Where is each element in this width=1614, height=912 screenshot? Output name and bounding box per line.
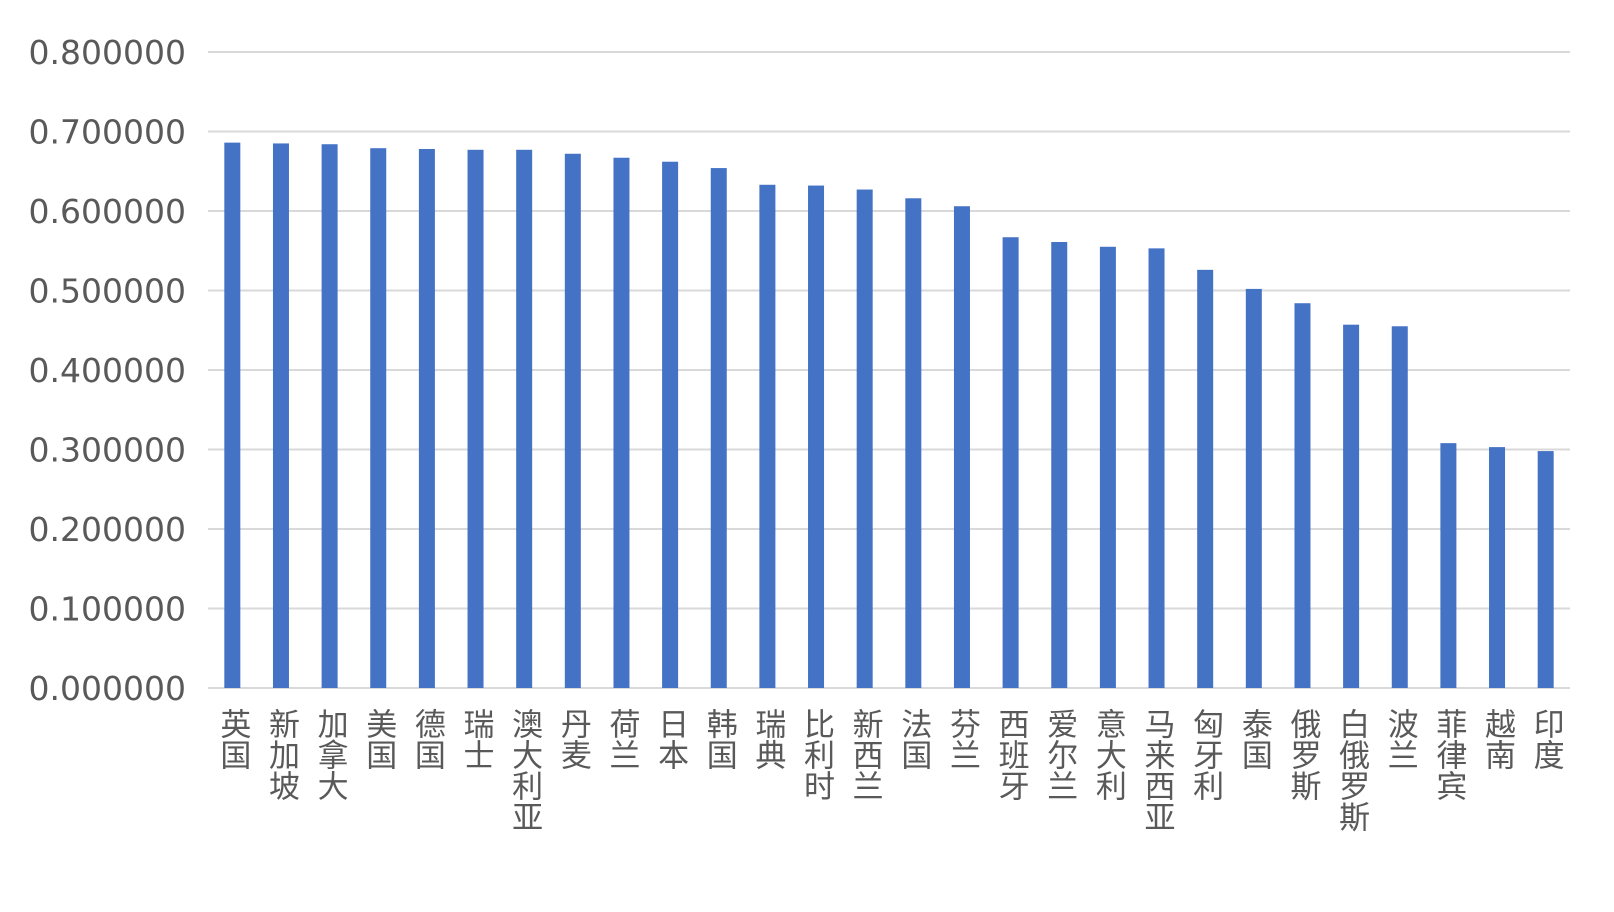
bar: [370, 148, 387, 688]
x-axis: 英国 新加坡 加拿大 美国 德国 瑞士 澳大利亚 丹麦 荷兰 日本 韩国 瑞典 比利时 新西兰 法国 芬兰 西班…: [214, 708, 1563, 832]
x-tick-label: 加拿大: [312, 708, 349, 801]
y-axis: 0.000000 0.100000 0.200000 0.300000 0.400000…: [29, 33, 186, 708]
bar: [710, 168, 727, 688]
bar: [516, 149, 533, 688]
x-tick-label: 菲律宾: [1430, 708, 1467, 801]
x-tick-label: 丹麦: [555, 708, 591, 770]
x-tick-label: 法国: [895, 708, 931, 770]
bar: [564, 153, 581, 688]
x-tick-label: 新西兰: [847, 708, 883, 801]
gridlines: [208, 51, 1570, 689]
bar: [662, 161, 679, 688]
x-tick-label: 瑞士: [458, 708, 494, 770]
y-tick-label: 0.800000: [29, 33, 186, 72]
x-tick-label: 泰国: [1236, 708, 1272, 770]
x-tick-label: 比利时: [798, 708, 835, 801]
y-tick-label: 0.400000: [29, 351, 186, 390]
x-tick-label: 韩国: [701, 708, 737, 770]
bar: [1440, 443, 1457, 688]
y-tick-label: 0.100000: [29, 590, 186, 629]
x-tick-label: 越南: [1479, 708, 1516, 770]
bar: [613, 157, 630, 689]
x-tick-label: 德国: [409, 708, 446, 770]
x-tick-label: 俄罗斯: [1284, 708, 1321, 801]
bar: [272, 143, 289, 689]
bar: [1343, 324, 1360, 688]
bar: [224, 142, 241, 688]
bar: [1489, 447, 1506, 688]
x-tick-label: 瑞典: [749, 708, 785, 770]
x-tick-label: 荷兰: [603, 708, 640, 770]
bar: [321, 144, 338, 689]
bar: [467, 149, 484, 688]
x-tick-label: 美国: [360, 708, 396, 770]
bar: [1197, 269, 1214, 688]
x-tick-label: 意大利: [1090, 708, 1127, 801]
bar: [1099, 246, 1116, 688]
bar: [808, 185, 825, 688]
y-tick-label: 0.000000: [29, 669, 186, 708]
x-tick-label: 新加坡: [263, 708, 300, 801]
x-tick-label: 澳大利亚: [506, 708, 543, 832]
y-tick-label: 0.700000: [29, 113, 186, 152]
bar: [1537, 451, 1554, 688]
bar: [1051, 242, 1068, 688]
x-tick-label: 匈牙利: [1187, 708, 1224, 801]
y-tick-label: 0.600000: [29, 192, 186, 231]
bar: [953, 206, 970, 689]
y-tick-label: 0.200000: [29, 510, 186, 549]
x-tick-label: 英国: [214, 708, 250, 770]
bar: [418, 148, 435, 689]
bar: [1245, 288, 1262, 688]
y-tick-label: 0.300000: [29, 431, 186, 470]
x-tick-label: 白俄罗斯: [1333, 708, 1370, 832]
bars: [224, 142, 1554, 689]
bar: [856, 189, 873, 688]
x-tick-label: 爱尔兰: [1041, 708, 1077, 801]
x-tick-label: 芬兰: [944, 708, 980, 770]
x-tick-label: 印度: [1528, 708, 1564, 770]
bar: [1294, 303, 1311, 688]
bar: [1002, 237, 1019, 689]
x-tick-label: 西班牙: [993, 708, 1030, 801]
x-tick-label: 日本: [652, 708, 688, 770]
bar: [1391, 326, 1408, 688]
bar: [1148, 248, 1165, 689]
x-tick-label: 波兰: [1382, 708, 1418, 770]
y-tick-label: 0.500000: [29, 272, 186, 311]
bar: [759, 184, 776, 688]
x-tick-label: 马来西亚: [1139, 708, 1175, 832]
bar: [905, 198, 922, 688]
